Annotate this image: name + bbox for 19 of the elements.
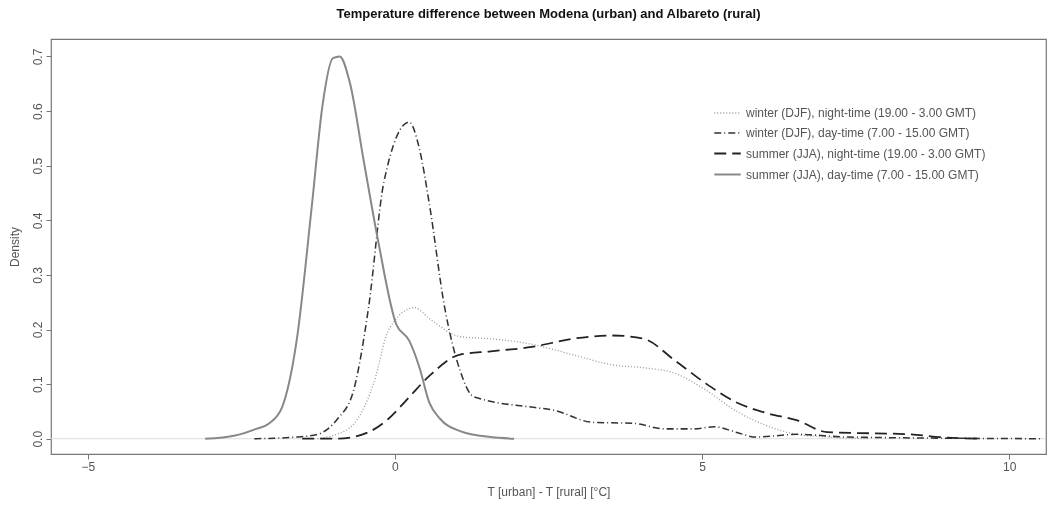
legend-label: winter (DJF), day-time (7.00 - 15.00 GMT) (745, 126, 970, 140)
legend-label: summer (JJA), night-time (19.00 - 3.00 GMT) (746, 146, 986, 161)
x-tick-label: −5 (81, 459, 96, 474)
y-tick-label: 0.5 (30, 157, 45, 175)
y-tick-label: 0.3 (30, 266, 45, 284)
legend-label: winter (DJF), night-time (19.00 - 3.00 GMT) (745, 106, 977, 120)
y-tick-label: 0.4 (30, 212, 45, 230)
y-tick-label: 0.0 (30, 430, 45, 448)
y-tick-label: 0.1 (30, 375, 45, 393)
y-tick-label: 0.7 (30, 48, 45, 66)
legend-label: summer (JJA), day-time (7.00 - 15.00 GMT) (746, 167, 979, 182)
y-tick-label: 0.2 (30, 321, 45, 339)
y-axis-title: Density (7, 226, 22, 268)
x-tick-label: 0 (392, 459, 400, 474)
x-axis-title: T [urban] - T [rural] [°C] (487, 484, 611, 499)
x-tick-label: 5 (699, 459, 707, 474)
x-tick-label: 10 (1002, 459, 1017, 474)
y-tick-label: 0.6 (30, 102, 45, 120)
chart-title: Temperature difference between Modena (urban) and Albareto (rural) (336, 6, 761, 21)
